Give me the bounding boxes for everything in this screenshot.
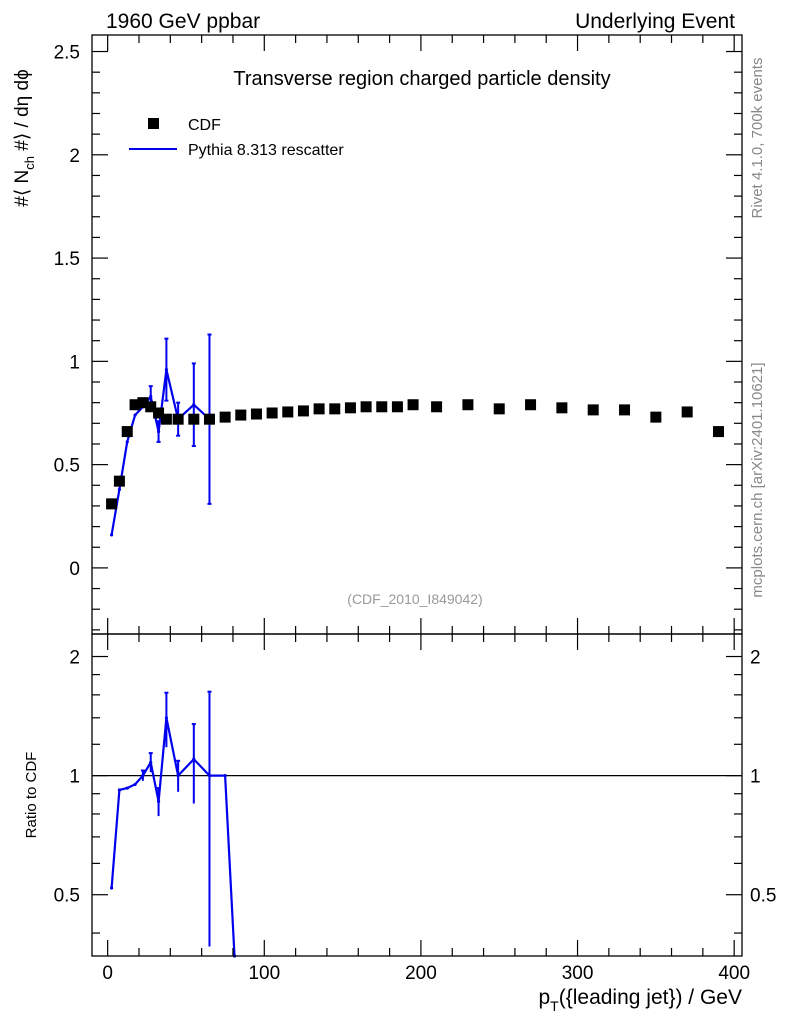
ratio-y-tick-label-left: 0.5	[54, 886, 80, 907]
cdf-data-point	[713, 426, 725, 438]
ratio-point	[149, 760, 153, 764]
rivet-version-label: Rivet 4.1.0, 700k events	[749, 58, 766, 219]
cdf-data-point	[376, 401, 388, 413]
mc-point	[125, 440, 129, 444]
ratio-y-tick-label-left: 1	[69, 767, 80, 788]
ratio-point	[176, 774, 180, 778]
cdf-data-point	[619, 404, 631, 416]
cdf-data-point	[113, 475, 125, 487]
main-y-tick-label: 2.5	[54, 43, 80, 64]
mc-point	[133, 413, 137, 417]
cdf-data-point	[525, 399, 537, 411]
cdf-data-point	[344, 402, 356, 414]
main-y-tick-label: 1.5	[54, 249, 80, 270]
cdf-data-point	[106, 498, 118, 510]
cdf-data-point	[172, 413, 184, 425]
cdf-data-point	[493, 403, 505, 415]
cdf-data-point	[431, 401, 443, 413]
main-y-tick-label: 0.5	[54, 456, 80, 477]
ratio-y-tick-label-right: 1	[750, 767, 761, 788]
cdf-data-point	[587, 404, 599, 416]
ratio-series-line	[110, 717, 236, 957]
cdf-data-point	[282, 406, 294, 418]
x-axis-label: pT({leading jet}) / GeV	[538, 986, 742, 1014]
mc-point	[156, 429, 161, 434]
ratio-panel-frame	[91, 633, 743, 957]
ratio-point	[141, 774, 145, 778]
ratio-point	[133, 782, 137, 787]
mc-series-line	[110, 369, 211, 536]
ratio-y-tick-label-left: 2	[69, 648, 80, 669]
cdf-data-point	[329, 403, 341, 415]
ratio-point	[192, 757, 196, 761]
mc-point	[117, 487, 122, 492]
main-y-tick-label: 0	[69, 559, 80, 580]
ratio-point	[117, 788, 122, 792]
cdf-data-point	[250, 408, 262, 420]
ratio-point	[125, 786, 129, 790]
cdf-data-point	[121, 426, 133, 438]
ratio-panel-marks	[92, 690, 742, 958]
header-energy: 1960 GeV ppbar	[106, 10, 260, 33]
x-tick-label: 200	[405, 963, 437, 984]
cdf-data-point	[650, 411, 662, 423]
ratio-point	[109, 886, 114, 890]
cdf-data-point	[137, 397, 149, 409]
main-y-axis-label: #⟨ Nch #⟩ / dη dϕ	[12, 69, 37, 206]
cdf-data-point	[145, 401, 157, 413]
ratio-point	[207, 774, 212, 778]
mc-point	[109, 533, 114, 537]
mc-point	[149, 394, 153, 399]
cdf-data-point	[266, 407, 278, 419]
cdf-data-point	[556, 402, 568, 414]
axes-ticks	[92, 35, 742, 956]
main-y-tick-label: 1	[69, 352, 80, 373]
ratio-y-tick-label-right: 2	[750, 648, 761, 669]
main-panel-marks	[106, 333, 725, 537]
analysis-ref-id: (CDF_2010_I849042)	[347, 591, 482, 607]
ratio-y-axis-label: Ratio to CDF	[23, 752, 40, 839]
ratio-y-tick-label-right: 0.5	[750, 886, 776, 907]
chart-title: Transverse region charged particle densi…	[233, 68, 610, 90]
cdf-data-point	[235, 409, 247, 421]
x-tick-label: 0	[102, 963, 113, 984]
legend-label-pythia: Pythia 8.313 rescatter	[188, 142, 344, 159]
cdf-data-point	[681, 406, 693, 418]
cdf-data-point	[462, 399, 474, 411]
main-y-tick-label: 2	[69, 146, 80, 167]
cdf-data-point	[219, 411, 231, 423]
cdf-data-point	[297, 405, 309, 417]
cdf-data-point	[407, 399, 419, 411]
ratio-point	[164, 716, 168, 720]
cdf-data-point	[129, 399, 141, 411]
cdf-data-point	[160, 413, 172, 425]
cdf-data-point	[313, 403, 325, 415]
cdf-data-point	[188, 413, 200, 425]
legend-label-cdf: CDF	[188, 117, 221, 134]
x-tick-label: 400	[718, 963, 750, 984]
ratio-point	[223, 774, 227, 778]
axis-tick-labels: 0 100 200 300 400 0 0.5 1 1.5 2 2.5 0.5 0.5 1 1 2 2	[54, 43, 777, 984]
cdf-data-point	[203, 413, 215, 425]
legend-marker-cdf	[148, 118, 159, 129]
x-tick-label: 100	[248, 963, 280, 984]
cdf-data-point	[391, 401, 403, 413]
ratio-point	[156, 799, 161, 804]
header-process: Underlying Event	[575, 10, 735, 33]
x-tick-label: 300	[562, 963, 594, 984]
cdf-data-point	[360, 401, 372, 413]
legend: CDF Pythia 8.313 rescatter	[129, 117, 344, 159]
mcplots-label: mcplots.cern.ch [arXiv:2401.10621]	[749, 362, 766, 597]
mc-point	[164, 368, 168, 372]
cdf-data-point	[153, 407, 165, 419]
mc-point	[192, 403, 196, 407]
